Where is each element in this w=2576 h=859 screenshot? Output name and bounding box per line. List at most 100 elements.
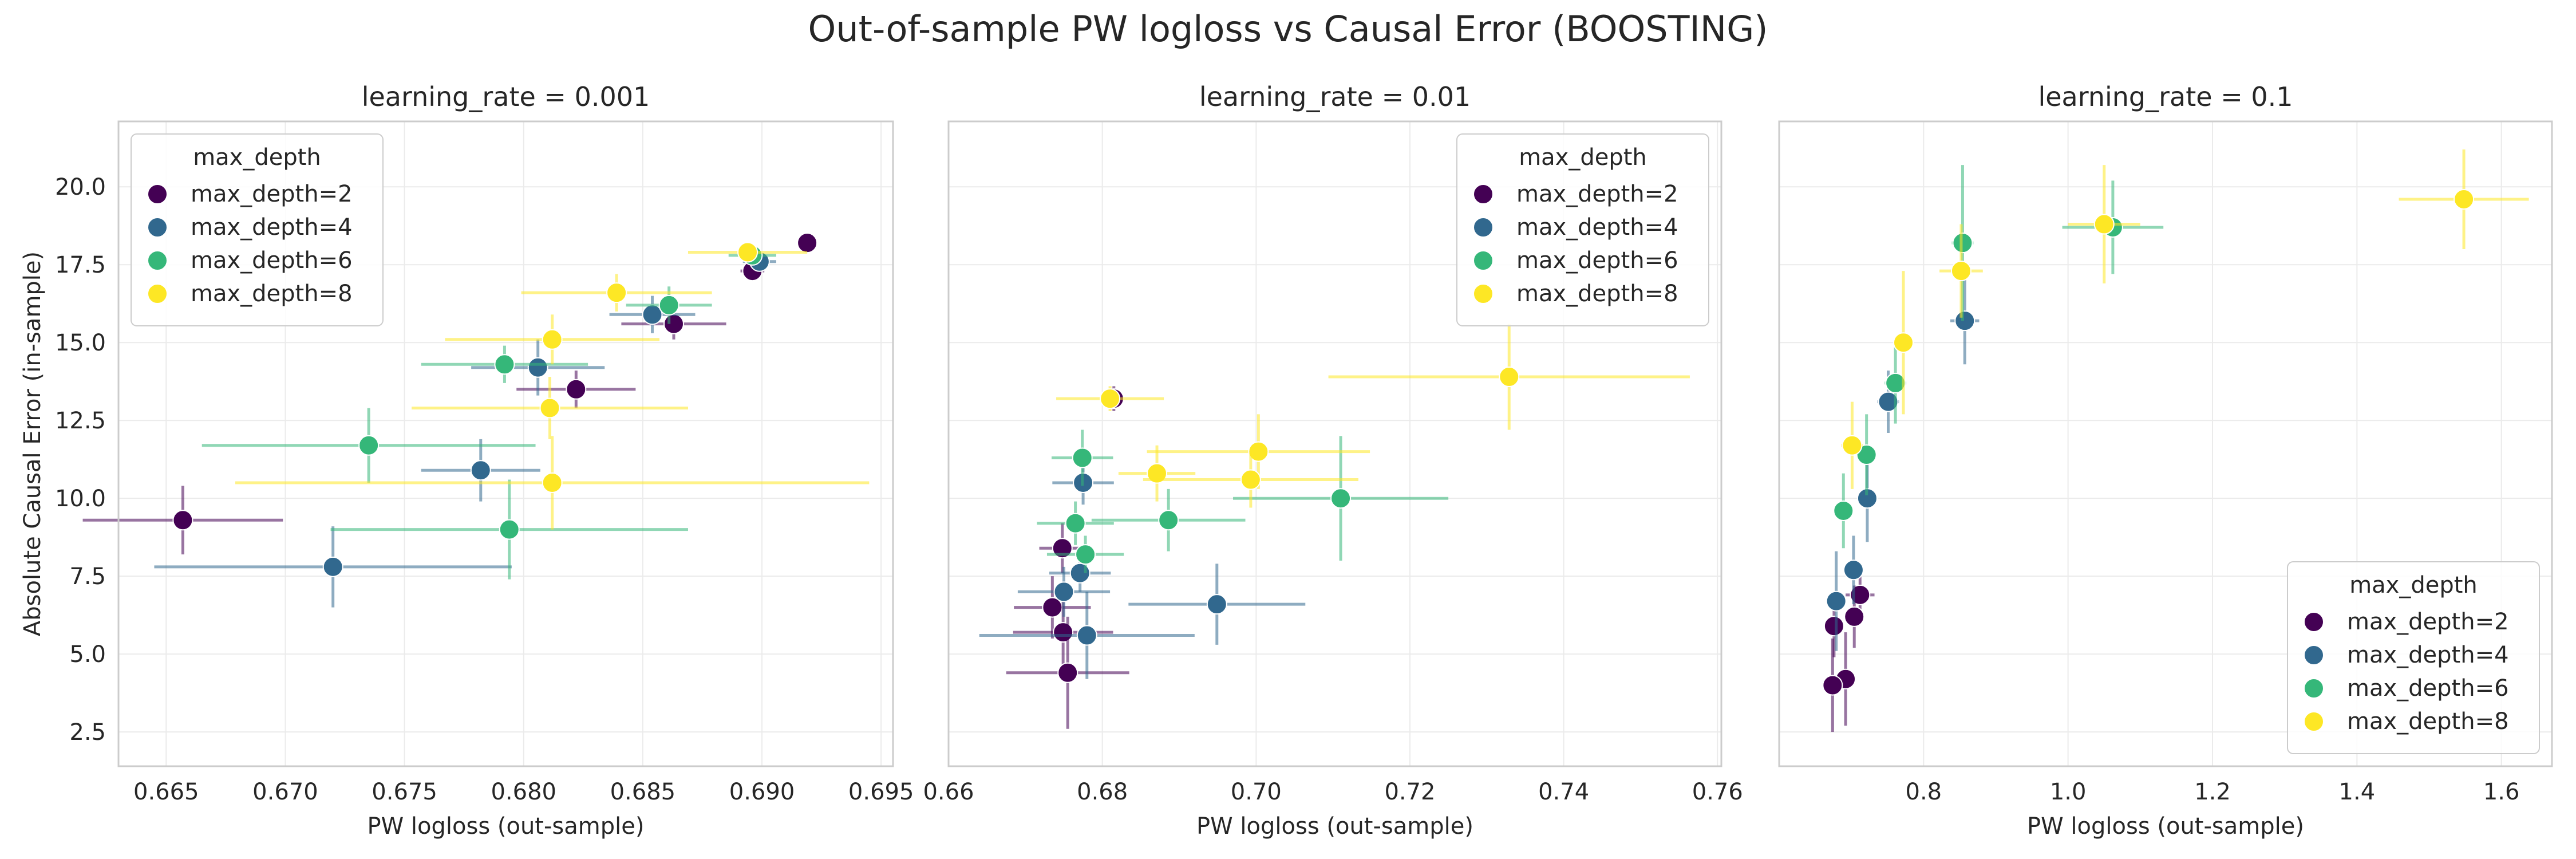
- x-tick-label: 0.8: [1906, 779, 1942, 805]
- data-point: [470, 460, 491, 481]
- data-point: [1856, 444, 1877, 466]
- legend-marker: [147, 217, 168, 238]
- data-point: [499, 519, 520, 540]
- y-tick-label: 2.5: [69, 719, 106, 746]
- legend-marker: [1473, 184, 1494, 204]
- legend-label: max_depth=8: [191, 281, 353, 307]
- x-tick-label: 0.665: [133, 779, 199, 805]
- subplot-title: learning_rate = 0.01: [1199, 81, 1471, 112]
- data-point: [2093, 214, 2115, 235]
- legend-box: [2287, 561, 2540, 754]
- figure-title: Out-of-sample PW logloss vs Causal Error…: [808, 8, 1768, 50]
- y-tick-label: 12.5: [55, 408, 106, 434]
- data-point: [1822, 675, 1843, 696]
- data-point: [663, 313, 684, 334]
- legend-marker: [1473, 217, 1494, 238]
- series-max_depth=6: [1037, 430, 1449, 573]
- panels: 0.665 0.670 0.675 0.680 0.685 0.690 0.695 2.5 5.…: [19, 81, 2553, 840]
- series-max_depth=4: [979, 460, 1306, 679]
- data-point: [1206, 594, 1227, 615]
- subplot-2: 0.66 0.68 0.70 0.72 0.74 0.76 learning_rate = …: [923, 81, 1743, 840]
- legend-label: max_depth=2: [191, 181, 353, 207]
- data-point: [1065, 513, 1086, 534]
- x-tick-label: 0.685: [610, 779, 676, 805]
- data-point: [1833, 500, 1854, 521]
- data-point: [1842, 435, 1863, 456]
- subplot-1: 0.665 0.670 0.675 0.680 0.685 0.690 0.695 2.5 5.…: [19, 81, 914, 840]
- data-point: [1053, 622, 1074, 643]
- x-tick-label: 0.74: [1538, 779, 1589, 805]
- series-max_depth=4: [154, 251, 777, 608]
- subplot-title: learning_rate = 0.001: [362, 81, 650, 112]
- y-axis-label: Absolute Causal Error (in-sample): [19, 251, 46, 636]
- data-point: [658, 294, 679, 316]
- series-max_depth=8: [235, 242, 870, 530]
- y-tick-label: 7.5: [69, 564, 106, 590]
- legend-label: max_depth=6: [1516, 247, 1678, 274]
- data-point: [1240, 469, 1261, 490]
- data-point: [1952, 233, 1973, 254]
- legend-label: max_depth=4: [1516, 214, 1678, 241]
- data-point: [542, 472, 563, 493]
- data-point: [1843, 559, 1864, 581]
- legend-marker: [2304, 678, 2324, 699]
- legend-marker: [1473, 283, 1494, 304]
- data-point: [1057, 662, 1078, 683]
- axes-frame: [947, 120, 1722, 767]
- legend: max_depth max_depth=2 max_depth=4 max_depth…: [131, 133, 384, 326]
- x-axis-label: PW logloss (out-sample): [368, 813, 645, 840]
- data-point: [1950, 261, 1971, 282]
- data-point: [1885, 372, 1906, 393]
- data-point: [1075, 544, 1096, 565]
- legend-label: max_depth=6: [191, 247, 353, 274]
- legend-marker: [1473, 250, 1494, 271]
- x-tick-label: 0.76: [1692, 779, 1743, 805]
- x-tick-label: 1.0: [2050, 779, 2087, 805]
- data-point: [1076, 625, 1097, 646]
- legend-box: [131, 133, 384, 326]
- x-tick-label: 0.66: [923, 779, 974, 805]
- legend-marker: [147, 250, 168, 271]
- data-point: [737, 242, 758, 263]
- legend-title: max_depth: [1519, 144, 1647, 171]
- data-point: [172, 510, 193, 531]
- y-tick-label: 20.0: [55, 174, 106, 200]
- data-point: [358, 435, 380, 456]
- subplot-3: 0.8 1.0 1.2 1.4 1.6 learning_rate = 0.1 PW log…: [1778, 81, 2553, 840]
- x-tick-label: 1.2: [2194, 779, 2231, 805]
- data-point: [1248, 441, 1269, 462]
- legend-marker: [147, 283, 168, 304]
- data-point: [1158, 510, 1179, 531]
- data-point: [1330, 488, 1352, 509]
- data-point: [1823, 616, 1844, 637]
- y-tick-label: 5.0: [69, 641, 106, 668]
- legend-marker: [147, 184, 168, 204]
- legend-label: max_depth=4: [191, 214, 353, 241]
- x-tick-label: 0.68: [1077, 779, 1128, 805]
- x-tick-label: 1.4: [2339, 779, 2376, 805]
- data-point: [566, 379, 587, 400]
- x-tick-label: 0.675: [372, 779, 437, 805]
- legend-label: max_depth=8: [2347, 708, 2509, 735]
- data-point: [2453, 188, 2475, 210]
- y-tick-label: 15.0: [55, 330, 106, 356]
- data-point: [797, 233, 818, 254]
- data-point: [542, 329, 563, 350]
- x-tick-label: 0.690: [729, 779, 795, 805]
- data-point: [539, 397, 560, 419]
- x-tick-label: 0.680: [491, 779, 556, 805]
- x-axis-label: PW logloss (out-sample): [2027, 813, 2304, 840]
- axes-frame: [117, 120, 894, 767]
- legend-marker: [2304, 612, 2324, 632]
- x-tick-label: 0.695: [848, 779, 914, 805]
- data-point: [1878, 391, 1899, 412]
- data-point: [1844, 606, 1865, 627]
- legend-marker: [2304, 711, 2324, 732]
- data-point: [606, 282, 627, 304]
- series-max_depth=2: [1822, 566, 1875, 732]
- series-max_depth=8: [1841, 149, 2529, 489]
- data-point: [1053, 581, 1074, 602]
- axes-frame: [1778, 120, 2553, 767]
